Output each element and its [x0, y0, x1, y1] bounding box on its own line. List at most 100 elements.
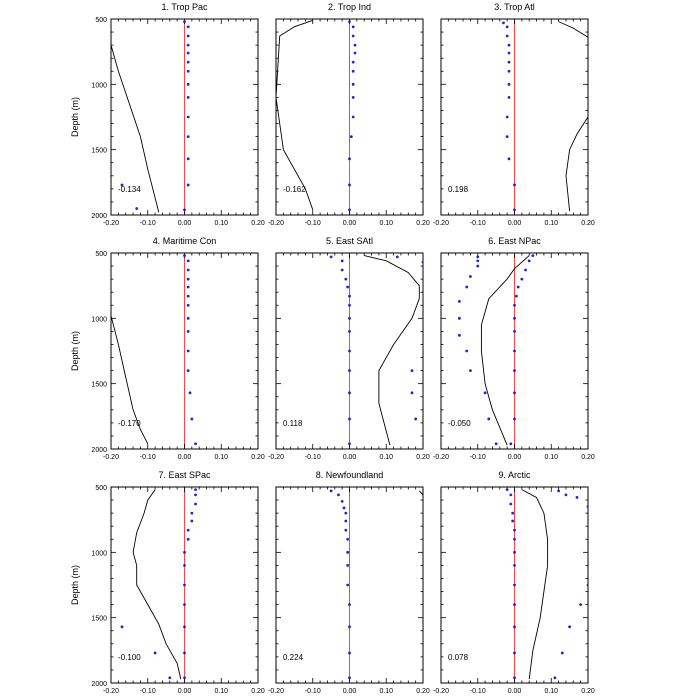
data-point	[194, 442, 197, 446]
data-point	[513, 330, 516, 333]
data-point	[348, 208, 351, 212]
data-point	[186, 115, 190, 119]
x-tick-label: 0.20	[251, 454, 265, 461]
plot-area	[120, 488, 197, 680]
x-tick-label: -0.10	[305, 454, 321, 461]
data-point	[183, 564, 186, 567]
correlation-value: -0.134	[118, 185, 141, 194]
x-tick-label: -0.20	[433, 220, 449, 227]
data-point	[513, 391, 516, 395]
data-point	[505, 115, 509, 119]
panel-title: 1. Trop Pac	[161, 2, 208, 12]
x-tick-label: -0.10	[140, 454, 156, 461]
data-point	[329, 489, 333, 493]
x-tick-label: 0.20	[251, 688, 265, 695]
data-point	[337, 493, 340, 497]
data-point	[346, 285, 350, 289]
data-point	[120, 625, 124, 629]
data-point	[494, 442, 498, 446]
data-point	[531, 254, 535, 258]
data-point	[586, 583, 588, 587]
x-tick-label: 0.10	[214, 454, 228, 461]
panel-title: 7. East SPac	[158, 470, 211, 480]
data-point	[557, 489, 560, 493]
panel-title: 9. Arctic	[498, 470, 531, 480]
x-tick-label: 0.00	[178, 454, 192, 461]
data-point	[194, 488, 197, 492]
data-point	[351, 60, 355, 64]
data-point	[186, 96, 190, 99]
data-point	[465, 285, 469, 289]
data-point	[183, 550, 186, 554]
data-point	[513, 303, 516, 307]
data-point	[513, 208, 516, 212]
y-axis-label: Depth (m)	[70, 97, 80, 137]
data-point	[344, 528, 348, 532]
data-point	[513, 316, 516, 320]
data-point	[507, 43, 511, 47]
data-point	[351, 115, 355, 119]
data-point	[186, 369, 190, 372]
data-point	[186, 294, 190, 298]
correlation-value: 0.224	[283, 653, 304, 662]
x-tick-label: 0.10	[214, 220, 228, 227]
x-tick-label: 0.10	[379, 454, 393, 461]
x-tick-label: 0.20	[581, 220, 595, 227]
data-point	[579, 603, 583, 606]
data-point	[190, 519, 194, 523]
y-tick-label: 1500	[91, 616, 107, 623]
plot-area	[111, 254, 197, 446]
data-point	[183, 208, 186, 212]
panel-title: 4. Maritime Con	[153, 236, 217, 246]
data-point	[351, 82, 355, 86]
panel-title: 8. Newfoundland	[316, 470, 384, 480]
data-point	[348, 183, 351, 187]
data-point	[183, 651, 186, 655]
data-point	[183, 583, 186, 587]
x-tick-label: 0.20	[581, 454, 595, 461]
data-point	[505, 135, 509, 139]
y-tick-label: 1500	[91, 148, 107, 155]
data-point	[564, 493, 568, 497]
data-point	[516, 285, 520, 289]
plot-area	[457, 254, 535, 446]
correlation-value: -0.050	[448, 419, 471, 428]
data-point	[410, 391, 414, 395]
data-point	[344, 511, 348, 515]
data-point	[186, 303, 190, 307]
y-tick-label: 2000	[91, 213, 107, 220]
plot-area	[505, 488, 588, 680]
data-point	[487, 417, 491, 421]
y-tick-label: 1000	[91, 316, 107, 323]
x-tick-label: 0.00	[178, 688, 192, 695]
data-point	[183, 625, 186, 629]
data-point	[410, 369, 414, 372]
correlation-value: 0.118	[283, 419, 303, 428]
data-point	[553, 676, 557, 680]
profile-line	[132, 489, 182, 680]
data-point	[190, 511, 194, 515]
y-tick-label: 500	[95, 251, 107, 258]
data-point	[190, 417, 194, 421]
data-point	[560, 651, 564, 655]
panel-2: 2. Trop Ind -0.20 -0.10 0.00 0.10 0.20 -0.162	[268, 2, 430, 227]
x-tick-label: -0.10	[470, 688, 486, 695]
data-point	[513, 583, 516, 587]
data-point	[186, 135, 190, 139]
panel-title: 3. Trop Atl	[494, 2, 535, 12]
data-point	[469, 275, 472, 278]
data-point	[469, 369, 472, 372]
data-point	[513, 537, 516, 541]
data-point	[513, 550, 516, 554]
plot-area	[329, 255, 423, 446]
data-point	[514, 294, 518, 298]
panel-7: 7. East SPac -0.20 -0.10 0.00 0.10 0.20 500 100…	[70, 470, 265, 695]
x-tick-label: -0.10	[470, 454, 486, 461]
data-point	[186, 157, 190, 161]
panel-title: 2. Trop Ind	[328, 2, 371, 12]
x-tick-label: -0.10	[305, 688, 321, 695]
correlation-value: 0.198	[448, 185, 469, 194]
data-point	[457, 316, 461, 320]
data-point	[186, 268, 190, 272]
x-tick-label: 0.20	[416, 688, 430, 695]
